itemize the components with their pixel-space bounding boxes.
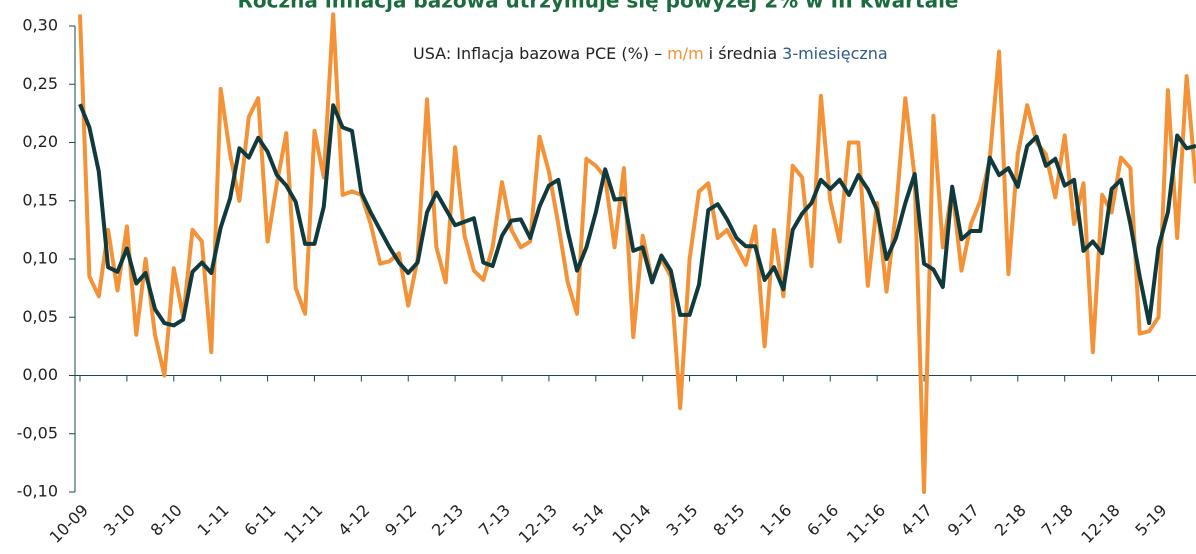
y-tick-label: 0,10	[22, 249, 58, 268]
y-tick-label: 0,30	[22, 16, 58, 35]
x-tick-label: 1-16	[756, 501, 795, 540]
x-tick-label: 6-11	[240, 501, 279, 540]
x-tick-label: 9-17	[944, 501, 983, 540]
x-tick-label: 6-16	[803, 501, 842, 540]
x-tick-label: 11-16	[843, 501, 889, 547]
x-tick-label: 8-15	[709, 501, 748, 540]
y-tick-label: 0,25	[22, 74, 58, 93]
x-tick-label: 4-12	[334, 501, 373, 540]
series-line	[78, 103, 1196, 328]
x-tick-label: 7-13	[475, 501, 514, 540]
x-tick-label: 8-10	[147, 501, 186, 540]
x-tick-label: 5-14	[569, 501, 608, 540]
annotation: USA: Inflacja bazowa PCE (%) – m/m i średn…	[413, 44, 888, 63]
x-tick-label: 12-13	[515, 501, 561, 547]
x-tick-label: 5-19	[1131, 501, 1170, 540]
x-tick-label: 10-14	[608, 501, 654, 547]
legend-entry: 3-miesięczna	[782, 44, 888, 63]
x-tick-label: 2-13	[428, 501, 467, 540]
legend-entry: m/m	[667, 44, 704, 63]
y-tick-label: 0,05	[22, 307, 58, 326]
x-tick-label: 2-18	[991, 501, 1030, 540]
x-tick-label: 10-09	[46, 501, 92, 547]
annotation-text: USA: Inflacja bazowa PCE (%) –	[413, 44, 662, 63]
x-tick-label: 7-18	[1038, 501, 1077, 540]
y-tick-label: 0,15	[22, 190, 58, 209]
x-tick-label: 3-15	[662, 501, 701, 540]
annotation-text: i średnia	[709, 44, 777, 63]
y-tick-label: -0,05	[17, 423, 58, 442]
x-tick-label: 11-11	[280, 501, 326, 547]
x-tick-label: 4-17	[897, 501, 936, 540]
series-line	[78, 12, 1196, 494]
chart-title: Roczna inflacja bazowa utrzymuje się pow…	[238, 0, 959, 13]
y-tick-label: 0,00	[22, 365, 58, 384]
y-tick-label: -0,10	[17, 482, 58, 501]
x-tick-label: 1-11	[194, 501, 233, 540]
x-tick-label: 3-10	[100, 501, 139, 540]
x-tick-label: 12-18	[1077, 501, 1123, 547]
x-tick-label: 9-12	[381, 501, 420, 540]
y-tick-label: 0,20	[22, 132, 58, 151]
